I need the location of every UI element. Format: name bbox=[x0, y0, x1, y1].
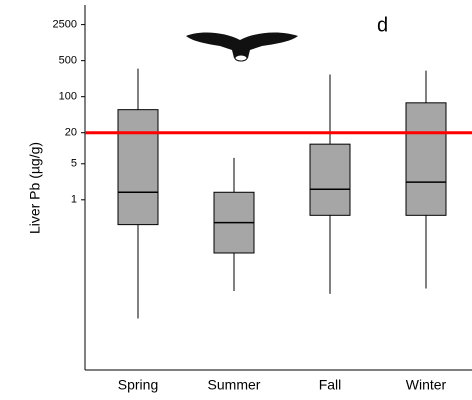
x-tick-label: Winter bbox=[406, 377, 447, 393]
eagle-icon bbox=[186, 33, 298, 61]
x-tick-label: Fall bbox=[319, 377, 342, 393]
y-tick-label: 20 bbox=[65, 127, 77, 139]
y-axis-label: Liver Pb (µg/g) bbox=[27, 142, 43, 234]
x-tick-label: Spring bbox=[118, 377, 158, 393]
box bbox=[310, 144, 350, 215]
y-tick-label: 500 bbox=[59, 55, 77, 67]
y-tick-label: 2500 bbox=[53, 19, 77, 31]
chart: d Liver Pb (µg/g) 1 5 20 100 500 2500 Spring Su… bbox=[0, 0, 472, 400]
y-tick-label: 100 bbox=[59, 91, 77, 103]
box bbox=[118, 110, 158, 225]
y-tick-label: 5 bbox=[71, 158, 77, 170]
x-tick-label: Summer bbox=[208, 377, 261, 393]
box bbox=[406, 103, 446, 215]
y-tick-label: 1 bbox=[71, 194, 77, 206]
panel-label: d bbox=[377, 14, 388, 36]
